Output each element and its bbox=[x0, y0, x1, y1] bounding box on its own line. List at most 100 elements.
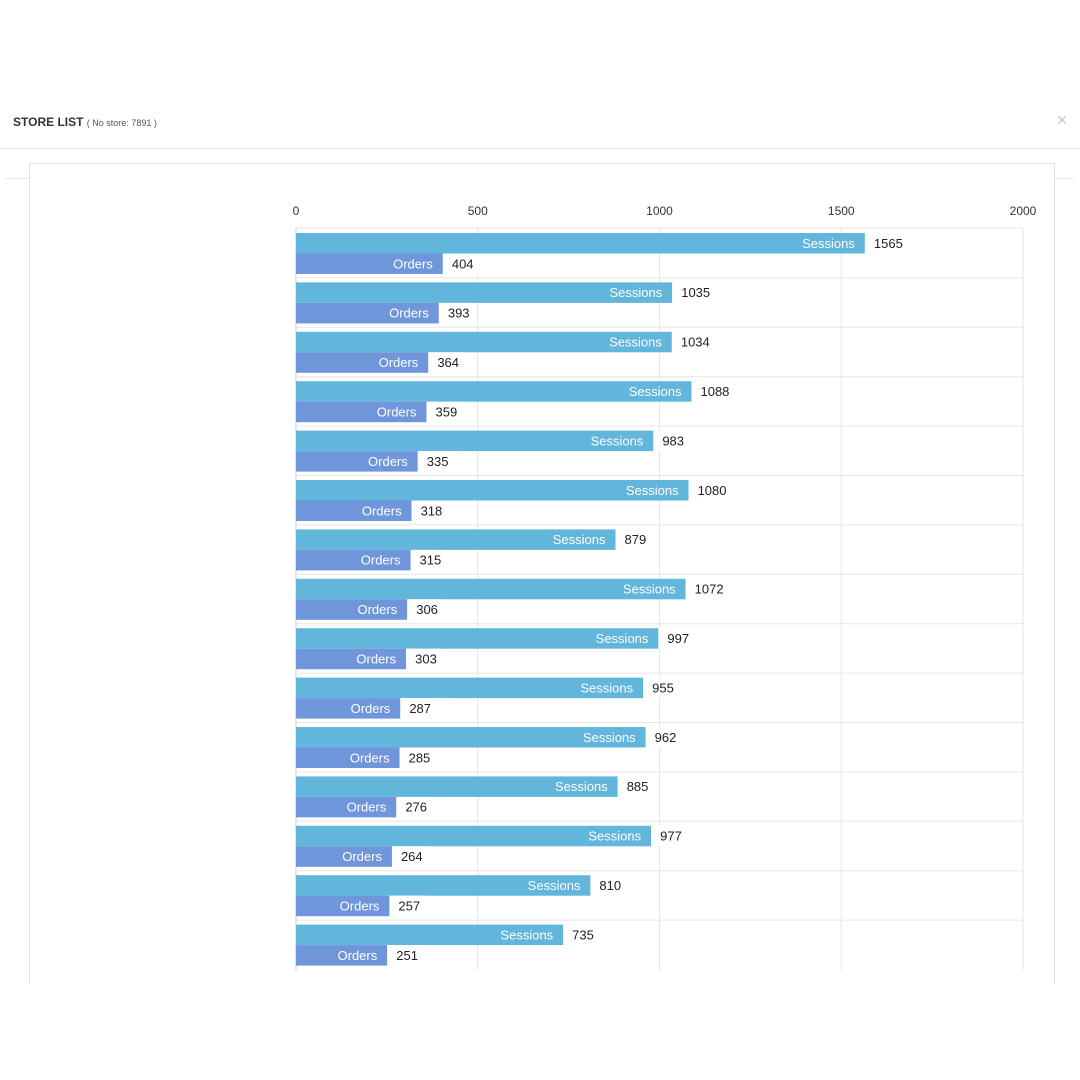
bar-value-label: 285 bbox=[409, 750, 431, 765]
bar-value-label: 404 bbox=[452, 256, 474, 271]
bar-value-label: 276 bbox=[405, 800, 427, 815]
bar-series-label: Sessions bbox=[588, 829, 641, 844]
bar-orders bbox=[296, 945, 388, 966]
bar-sessions bbox=[296, 677, 644, 699]
bar-sessions bbox=[296, 924, 564, 946]
value-label-bg bbox=[407, 599, 444, 620]
bar-value-label: 879 bbox=[625, 532, 647, 547]
bar-series-label: Orders bbox=[342, 849, 382, 864]
value-label-bg bbox=[389, 895, 426, 917]
bar-orders bbox=[296, 401, 427, 423]
value-label-bg bbox=[645, 727, 682, 748]
bar-series-label: Sessions bbox=[500, 927, 553, 942]
bar-sessions bbox=[296, 233, 865, 254]
bar-series-label: Orders bbox=[340, 898, 380, 913]
bar-orders bbox=[296, 895, 390, 917]
bar-value-label: 335 bbox=[427, 454, 449, 469]
bar-series-label: Orders bbox=[379, 355, 419, 370]
bar-value-label: 318 bbox=[421, 503, 443, 518]
bar-value-label: 257 bbox=[398, 898, 420, 913]
value-label-bg bbox=[417, 451, 454, 472]
bar-sessions bbox=[296, 480, 689, 501]
bar-value-label: 303 bbox=[415, 651, 437, 666]
value-label-bg bbox=[643, 677, 680, 699]
bar-value-label: 997 bbox=[667, 631, 689, 646]
bar-value-label: 264 bbox=[401, 849, 423, 864]
bar-value-label: 1088 bbox=[700, 384, 729, 399]
bar-sessions bbox=[296, 825, 652, 847]
bar-orders bbox=[296, 698, 401, 719]
bar-sessions bbox=[296, 578, 686, 600]
bar-value-label: 1035 bbox=[681, 285, 710, 300]
bar-series-label: Orders bbox=[356, 651, 396, 666]
value-label-bg bbox=[685, 578, 722, 600]
bar-sessions bbox=[296, 331, 672, 353]
bar-value-label: 393 bbox=[448, 306, 470, 321]
bar-value-label: 1565 bbox=[874, 236, 903, 251]
bar-series-label: Sessions bbox=[555, 779, 608, 794]
store-count: ( No store: 7891 ) bbox=[86, 118, 157, 128]
value-label-bg bbox=[671, 331, 708, 353]
value-label-bg bbox=[658, 628, 695, 649]
bar-series-label: Orders bbox=[393, 256, 433, 271]
bar-orders bbox=[296, 648, 407, 670]
value-label-bg bbox=[396, 796, 433, 818]
value-label-bg bbox=[438, 302, 475, 324]
value-label-bg bbox=[688, 480, 725, 501]
bar-value-label: 810 bbox=[599, 878, 621, 893]
bar-series-label: Sessions bbox=[596, 631, 649, 646]
bar-series-label: Orders bbox=[350, 750, 390, 765]
bar-orders bbox=[296, 352, 429, 373]
chart-panel bbox=[29, 163, 1055, 984]
bar-sessions bbox=[296, 727, 646, 748]
bar-value-label: 251 bbox=[396, 948, 418, 963]
x-tick-label: 1000 bbox=[646, 204, 673, 218]
bar-series-label: Sessions bbox=[629, 384, 682, 399]
value-label-bg bbox=[672, 282, 709, 303]
bar-value-label: 1072 bbox=[695, 582, 724, 597]
bar-value-label: 955 bbox=[652, 680, 674, 695]
bar-value-label: 735 bbox=[572, 927, 594, 942]
bar-series-label: Orders bbox=[338, 948, 378, 963]
close-icon[interactable]: ✕ bbox=[1056, 112, 1068, 128]
bar-series-label: Orders bbox=[389, 306, 429, 321]
bar-series-label: Sessions bbox=[802, 236, 855, 251]
bar-series-label: Sessions bbox=[553, 532, 606, 547]
bar-series-label: Sessions bbox=[528, 878, 581, 893]
value-label-bg bbox=[442, 253, 479, 274]
value-label-bg bbox=[411, 500, 448, 521]
value-label-bg bbox=[428, 352, 465, 373]
bar-series-label: Sessions bbox=[609, 285, 662, 300]
bar-value-label: 1080 bbox=[698, 483, 727, 498]
bar-value-label: 885 bbox=[627, 779, 649, 794]
bar-value-label: 364 bbox=[437, 355, 459, 370]
bar-series-label: Sessions bbox=[583, 730, 636, 745]
bar-series-label: Orders bbox=[351, 701, 391, 716]
bar-series-label: Sessions bbox=[591, 433, 644, 448]
bar-sessions bbox=[296, 776, 618, 797]
value-label-bg bbox=[651, 825, 688, 847]
bar-sessions bbox=[296, 529, 616, 550]
bar-orders bbox=[296, 253, 443, 274]
bar-orders bbox=[296, 451, 418, 472]
bar-orders bbox=[296, 599, 408, 620]
value-label-bg bbox=[426, 401, 463, 423]
value-label-bg bbox=[653, 430, 690, 452]
bar-value-label: 306 bbox=[416, 602, 438, 617]
bar-series-label: Orders bbox=[368, 454, 408, 469]
bar-sessions bbox=[296, 628, 659, 649]
modal-header: STORE LIST ( No store: 7891 ) ✕ bbox=[0, 100, 1080, 149]
bar-value-label: 359 bbox=[435, 404, 457, 419]
divider bbox=[5, 178, 29, 179]
value-label-bg bbox=[615, 529, 652, 550]
bar-sessions bbox=[296, 381, 692, 402]
title-text: STORE LIST bbox=[13, 115, 84, 129]
bar-series-label: Sessions bbox=[580, 680, 633, 695]
bar-orders bbox=[296, 500, 412, 521]
value-label-bg bbox=[387, 945, 424, 966]
bar-sessions bbox=[296, 430, 654, 452]
value-label-bg bbox=[400, 698, 437, 719]
bar-sessions bbox=[296, 282, 673, 303]
value-label-bg bbox=[590, 875, 627, 896]
modal-title: STORE LIST ( No store: 7891 ) bbox=[13, 115, 157, 129]
